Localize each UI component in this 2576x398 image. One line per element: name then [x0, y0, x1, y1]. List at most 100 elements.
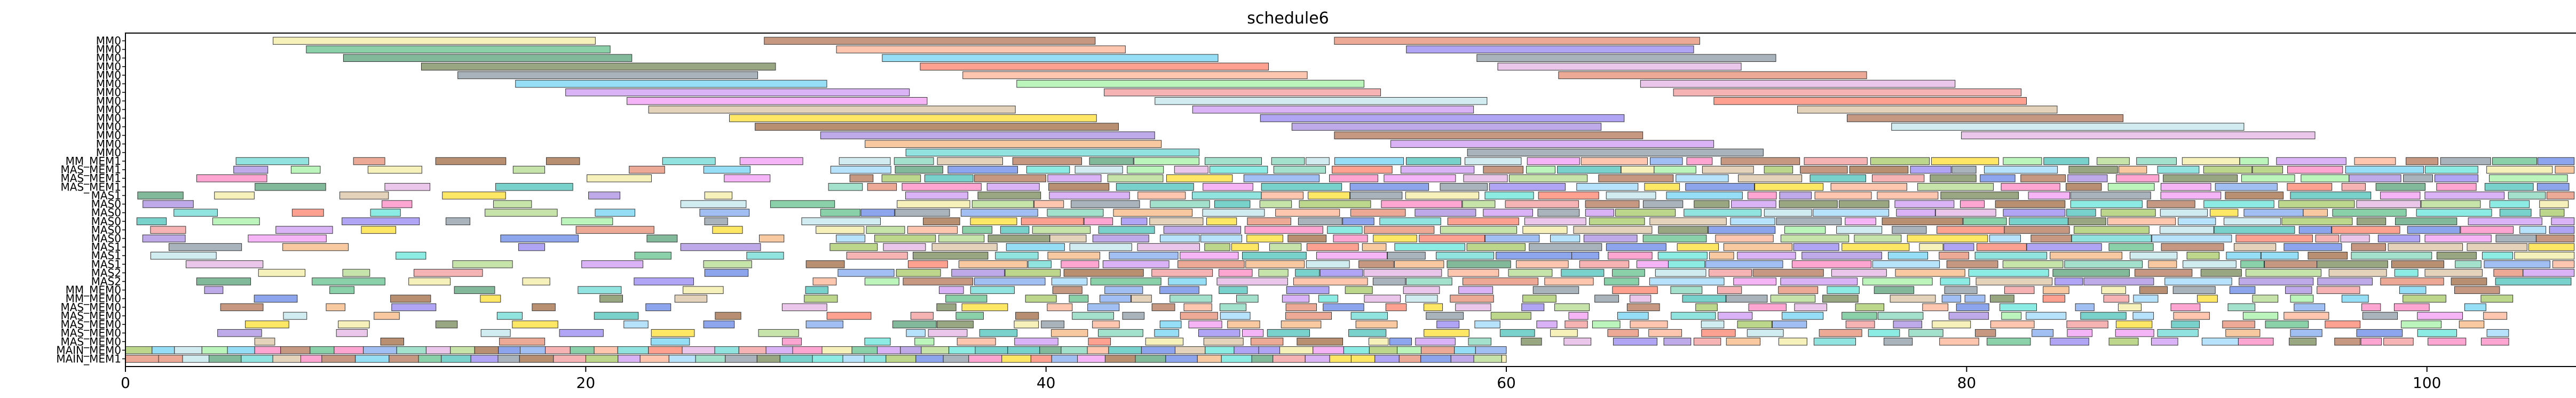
task-bar-471 [1245, 260, 1305, 268]
task-bar-593 [2317, 286, 2360, 294]
task-bar-525 [2394, 269, 2419, 277]
task-bar-861 [1258, 346, 1281, 354]
task-bar-878 [355, 355, 390, 363]
task-bar-767 [1868, 329, 1900, 337]
task-bar-845 [821, 346, 852, 354]
task-bar-663 [2117, 303, 2142, 312]
task-bar-672 [496, 312, 523, 320]
task-bar-620 [1822, 294, 1859, 303]
task-bar-115 [2486, 165, 2553, 174]
task-bar-11 [1497, 62, 1742, 71]
y-tick-label: MM0 [96, 129, 121, 142]
task-bar-763 [1648, 329, 1682, 337]
task-bar-699 [2173, 312, 2210, 320]
task-bar-420 [2233, 243, 2277, 251]
task-bar-321 [361, 226, 397, 234]
task-bar-412 [1793, 243, 1839, 251]
task-bar-458 [2482, 251, 2513, 260]
task-bar-40 [235, 157, 309, 165]
y-tick-label: MAS2 [91, 275, 121, 288]
task-bar-693 [1877, 312, 1924, 320]
task-bar-476 [1515, 260, 1569, 268]
task-bar-595 [2454, 286, 2500, 294]
task-bar-760 [1499, 329, 1535, 337]
task-bar-539 [1090, 277, 1161, 285]
task-bar-449 [1974, 251, 2048, 260]
task-bar-802 [1726, 338, 1761, 346]
task-bar-813 [2289, 338, 2317, 346]
task-bar-648 [1323, 303, 1364, 312]
task-bar-172 [2160, 183, 2211, 191]
task-bar-848 [900, 346, 922, 354]
y-tick-label: MM0 [96, 77, 121, 90]
task-bar-198 [1666, 192, 1743, 200]
task-bar-371 [1419, 234, 1485, 243]
task-bar-824 [254, 346, 281, 354]
task-bar-544 [1405, 277, 1452, 285]
task-bar-263 [1537, 209, 1580, 217]
task-bar-30 [755, 123, 1119, 131]
task-bar-368 [1287, 234, 1327, 243]
task-bar-497 [414, 269, 483, 277]
task-bar-153 [867, 183, 897, 191]
task-bar-902 [1030, 355, 1052, 363]
task-bar-636 [391, 303, 437, 312]
task-bar-81 [512, 165, 546, 174]
task-bar-140 [2067, 174, 2108, 182]
task-bar-851 [975, 346, 1008, 354]
task-bar-697 [2080, 312, 2127, 320]
bars-layer [125, 37, 2575, 363]
task-bar-290 [970, 217, 1017, 226]
task-bar-653 [1554, 303, 1590, 312]
task-bar-325 [866, 226, 905, 234]
task-bar-58 [1527, 157, 1580, 165]
task-bar-705 [245, 320, 289, 329]
task-bar-378 [1854, 234, 1902, 243]
y-tick-label: MAS_MEM0 [60, 318, 121, 331]
task-bar-853 [1039, 346, 1062, 354]
task-bar-98 [1621, 165, 1655, 174]
task-bar-625 [2042, 294, 2066, 303]
task-bar-47 [894, 157, 934, 165]
task-bar-746 [559, 329, 604, 337]
task-bar-735 [2066, 320, 2108, 329]
task-bar-394 [680, 243, 761, 251]
task-bar-694 [1948, 312, 1989, 320]
y-tick-label: MAS_MEM1 [60, 163, 121, 176]
task-bar-569 [970, 286, 1015, 294]
task-bar-322 [575, 226, 654, 234]
task-bar-189 [1137, 192, 1186, 200]
task-bar-451 [2130, 251, 2178, 260]
task-bar-269 [1896, 209, 1935, 217]
task-bar-619 [1770, 294, 1816, 303]
task-bar-665 [2227, 303, 2256, 312]
task-bar-615 [1594, 294, 1619, 303]
task-bar-607 [1170, 294, 1212, 303]
task-bar-116 [2555, 165, 2575, 174]
task-bar-234 [1838, 200, 1890, 208]
task-bar-474 [1394, 260, 1444, 268]
task-bar-844 [792, 346, 823, 354]
task-bar-701 [2283, 312, 2329, 320]
task-bar-837 [594, 346, 618, 354]
task-bar-862 [1279, 346, 1314, 354]
task-bar-816 [2383, 338, 2414, 346]
task-bar-583 [1827, 286, 1860, 294]
task-bar-291 [1021, 217, 1084, 226]
task-bar-510 [1448, 269, 1499, 277]
task-bar-256 [1047, 209, 1104, 217]
task-bar-19 [1104, 88, 1381, 97]
task-bar-133 [1676, 174, 1729, 182]
task-bar-312 [2178, 217, 2216, 226]
task-bar-724 [1536, 320, 1558, 329]
task-bar-271 [2003, 209, 2066, 217]
task-bar-624 [1990, 294, 2014, 303]
y-tick-label: MM0 [96, 138, 121, 150]
task-bar-622 [1941, 294, 1961, 303]
task-bar-413 [1842, 243, 1910, 251]
task-bar-245 [2539, 200, 2569, 208]
task-bar-610 [1318, 294, 1338, 303]
task-bar-104 [1910, 165, 1951, 174]
task-bar-499 [837, 269, 895, 277]
task-bar-633 [2480, 294, 2514, 303]
